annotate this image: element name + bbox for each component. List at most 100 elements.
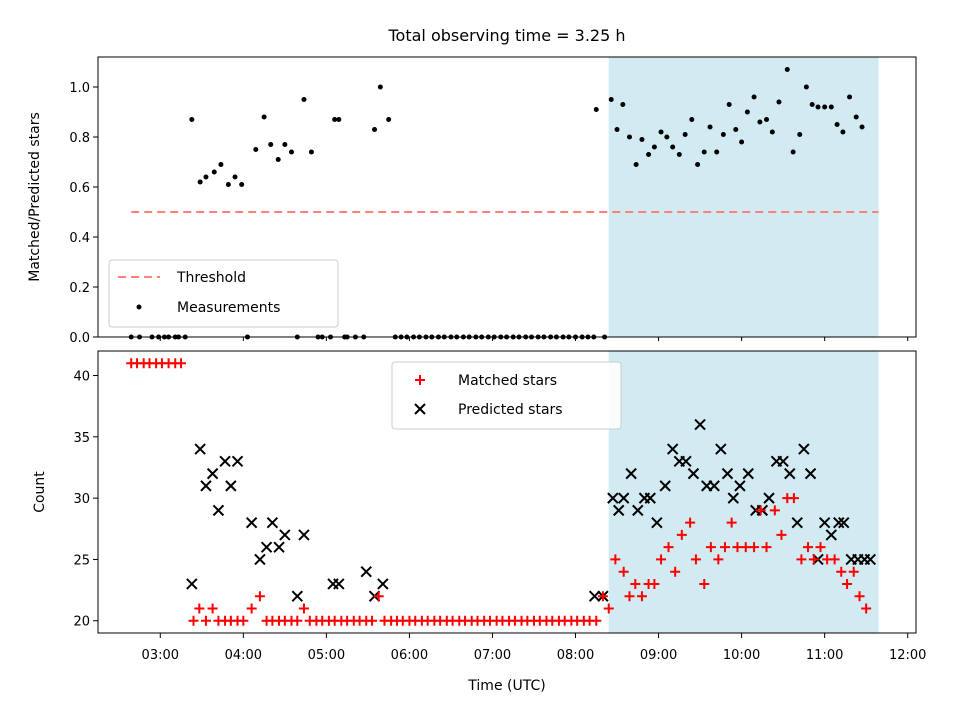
measurement-point bbox=[386, 117, 392, 122]
matched-star-marker bbox=[188, 615, 199, 626]
predicted-star-marker bbox=[377, 578, 389, 590]
measurement-point bbox=[797, 132, 803, 137]
measurement-point bbox=[676, 152, 682, 157]
matched-star-marker bbox=[726, 517, 737, 528]
measurement-point bbox=[834, 122, 840, 127]
matched-star-marker bbox=[808, 554, 819, 565]
predicted-star-marker bbox=[804, 467, 817, 480]
matched-star-marker bbox=[649, 578, 660, 589]
matched-star-marker bbox=[591, 615, 602, 626]
measurement-point bbox=[815, 104, 821, 110]
predicted-star-marker bbox=[680, 455, 692, 468]
measurement-point bbox=[225, 182, 231, 187]
predicted-star-marker bbox=[298, 529, 310, 541]
measurement-point bbox=[197, 179, 203, 185]
matched-star-marker bbox=[624, 591, 635, 602]
measurement-point bbox=[620, 102, 626, 107]
top-y-axis-label: Matched/Predicted stars bbox=[27, 112, 43, 282]
predicted-star-marker bbox=[715, 443, 727, 455]
measurement-point bbox=[282, 142, 288, 147]
measurement-point bbox=[336, 117, 342, 122]
measurement-point bbox=[232, 174, 238, 180]
measurement-point bbox=[268, 142, 274, 147]
matched-star-marker bbox=[176, 358, 187, 369]
top-y-tick-label: 1.0 bbox=[69, 81, 90, 96]
legend-measurements-swatch bbox=[136, 304, 142, 310]
bottom-legend: Matched stars Predicted stars bbox=[391, 361, 622, 430]
x-tick-label: 09:00 bbox=[640, 648, 677, 663]
predicted-star-marker bbox=[231, 455, 244, 468]
predicted-star-marker bbox=[721, 467, 734, 480]
top-y-tick-label: 0.4 bbox=[69, 231, 90, 246]
predicted-star-marker bbox=[727, 492, 740, 504]
measurement-point bbox=[203, 174, 209, 180]
measurement-point bbox=[853, 114, 859, 120]
matched-star-marker bbox=[803, 542, 814, 553]
predicted-star-marker bbox=[659, 480, 671, 492]
bottom-observing-span bbox=[608, 351, 879, 633]
matched-star-marker bbox=[603, 603, 614, 614]
predicted-star-marker bbox=[644, 492, 656, 504]
bottom-y-tick-label: 30 bbox=[73, 492, 90, 507]
predicted-star-marker bbox=[333, 578, 345, 590]
matched-star-marker bbox=[848, 566, 859, 577]
bottom-x-axis: 03:00 04:00 05:00 06:00 07:00 08:00 09:00 10:00… bbox=[142, 633, 926, 663]
top-legend: Threshold Measurements bbox=[108, 259, 339, 328]
measurement-point bbox=[707, 124, 713, 130]
predicted-star-marker bbox=[186, 578, 198, 590]
matched-star-marker bbox=[796, 554, 807, 565]
bottom-y-tick-label: 40 bbox=[73, 370, 90, 385]
matched-star-marker bbox=[749, 542, 760, 553]
matched-star-marker bbox=[829, 554, 840, 565]
measurement-point bbox=[332, 117, 338, 122]
matched-star-marker bbox=[367, 615, 378, 626]
matched-star-marker bbox=[254, 591, 265, 602]
measurement-point bbox=[822, 104, 828, 110]
measurement-point bbox=[651, 144, 657, 150]
predicted-star-marker bbox=[219, 455, 231, 468]
predicted-star-marker bbox=[833, 516, 845, 529]
measurement-point bbox=[757, 119, 763, 125]
matched-star-marker bbox=[597, 591, 608, 602]
predicted-star-marker bbox=[798, 443, 810, 455]
predicted-star-marker bbox=[273, 541, 285, 553]
predicted-star-marker bbox=[825, 529, 838, 541]
predicted-star-marker bbox=[212, 504, 225, 517]
legend-matched-swatch bbox=[415, 375, 425, 385]
matched-star-marker bbox=[719, 542, 730, 553]
matched-stars-points bbox=[126, 358, 872, 626]
measurement-point bbox=[840, 129, 846, 135]
x-tick-label: 04:00 bbox=[225, 648, 262, 663]
top-legend-box bbox=[108, 259, 339, 328]
measurement-point bbox=[701, 149, 707, 155]
predicted-star-marker bbox=[651, 516, 663, 529]
top-panel: 0.0 0.2 0.4 0.6 0.8 1.0 Matched/Predicted sta… bbox=[27, 56, 917, 346]
predicted-star-marker bbox=[225, 480, 237, 492]
measurement-point bbox=[288, 149, 294, 155]
measurement-point bbox=[784, 67, 790, 72]
measurement-point bbox=[301, 97, 307, 102]
measurement-point bbox=[859, 124, 865, 130]
measurement-point bbox=[658, 129, 664, 135]
measurement-point bbox=[275, 157, 281, 162]
predicted-star-marker bbox=[777, 455, 789, 468]
x-tick-label: 07:00 bbox=[474, 648, 511, 663]
matched-star-marker bbox=[761, 542, 772, 553]
legend-threshold-label: Threshold bbox=[176, 270, 246, 286]
predicted-star-marker bbox=[200, 480, 212, 492]
bottom-y-tick-label: 35 bbox=[73, 431, 90, 446]
measurement-point bbox=[809, 102, 815, 107]
matched-star-marker bbox=[699, 578, 710, 589]
measurement-point bbox=[633, 162, 639, 167]
measurement-point bbox=[790, 149, 796, 155]
top-y-axis: 0.0 0.2 0.4 0.6 0.8 1.0 bbox=[69, 81, 98, 346]
matched-star-marker bbox=[854, 591, 865, 602]
predicted-star-marker bbox=[254, 553, 266, 566]
predicted-star-marker bbox=[279, 529, 291, 541]
chart-title: Total observing time = 3.25 h bbox=[387, 26, 625, 45]
measurement-point bbox=[695, 162, 701, 167]
legend-matched-label: Matched stars bbox=[458, 373, 557, 389]
x-tick-label: 08:00 bbox=[557, 648, 594, 663]
predicted-star-marker bbox=[260, 541, 273, 553]
x-tick-label: 05:00 bbox=[308, 648, 345, 663]
